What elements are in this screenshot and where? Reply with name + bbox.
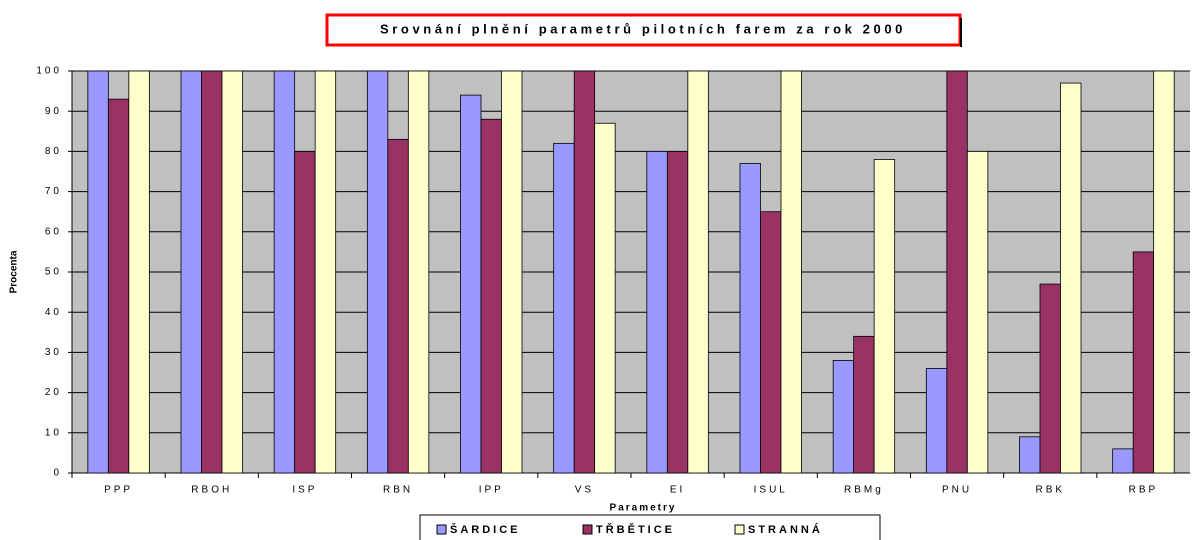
- chart-title: Srovnání plnění parametrů pilotních fare…: [380, 21, 906, 36]
- x-tick-label: ISP: [292, 485, 317, 496]
- bar: [460, 94, 482, 474]
- x-tick-label: RBMg: [844, 485, 884, 496]
- x-tick-label: EI: [670, 485, 685, 496]
- bar: [832, 360, 855, 474]
- y-axis-title: Procenta: [9, 250, 20, 293]
- bar: [573, 70, 596, 474]
- bar: [366, 70, 389, 474]
- bar: [853, 335, 875, 474]
- bar: [314, 70, 337, 474]
- bar: [1039, 283, 1061, 474]
- bar: [1060, 82, 1082, 474]
- bar: [387, 138, 409, 474]
- bar: [180, 70, 202, 474]
- legend-swatch: [734, 524, 745, 535]
- x-tick-label: RBK: [1035, 485, 1065, 496]
- x-tick-label: ISUL: [754, 485, 788, 496]
- y-tick-label: 70: [45, 186, 62, 197]
- bar: [107, 98, 130, 474]
- y-tick-label: 40: [45, 307, 62, 318]
- bar: [966, 150, 989, 474]
- bar: [294, 150, 316, 474]
- bar: [946, 70, 968, 474]
- y-tick-label: 10: [45, 427, 62, 438]
- bar: [780, 70, 802, 474]
- x-tick-label: VS: [575, 485, 594, 496]
- x-tick-label: RBOH: [191, 485, 232, 496]
- x-tick-label: IPP: [479, 485, 504, 496]
- bar: [128, 70, 150, 474]
- y-tick-label: 20: [45, 387, 62, 398]
- legend-box: [419, 514, 881, 540]
- x-tick-label: RBN: [383, 485, 413, 496]
- bar: [739, 163, 761, 474]
- legend-swatch: [582, 524, 593, 535]
- bar: [873, 159, 896, 474]
- bar: [407, 70, 430, 474]
- bar: [201, 70, 223, 474]
- bar: [1019, 436, 1041, 474]
- legend-swatch: [436, 524, 447, 535]
- bar: [221, 70, 243, 474]
- title-box: [325, 13, 962, 47]
- x-tick-label: PPP: [104, 485, 133, 496]
- x-axis-title: Parametry: [610, 503, 677, 514]
- y-tick-label: 0: [53, 468, 62, 479]
- bar: [687, 70, 709, 474]
- x-tick-label: PNU: [942, 485, 972, 496]
- x-tick-label: RBP: [1129, 485, 1159, 496]
- bar: [925, 368, 948, 474]
- y-tick-label: 100: [36, 66, 62, 77]
- bar: [501, 70, 523, 474]
- bar: [553, 142, 575, 474]
- bar: [480, 118, 502, 474]
- bar: [646, 150, 668, 474]
- bar: [594, 122, 616, 474]
- y-tick-label: 30: [45, 347, 62, 358]
- bar: [1132, 251, 1155, 474]
- bar: [1112, 448, 1134, 474]
- bar: [87, 70, 109, 474]
- legend-label: TŘBĚTICE: [596, 523, 675, 536]
- bar: [1153, 70, 1175, 474]
- bar: [760, 211, 782, 474]
- legend-label: ŠARDICE: [450, 523, 521, 536]
- y-tick-label: 90: [45, 106, 62, 117]
- legend-label: STRANNÁ: [748, 523, 823, 536]
- y-tick-label: 50: [45, 267, 62, 278]
- bar: [666, 150, 689, 474]
- bar: [273, 70, 296, 474]
- y-tick-label: 80: [45, 146, 62, 157]
- y-tick-label: 60: [45, 226, 62, 237]
